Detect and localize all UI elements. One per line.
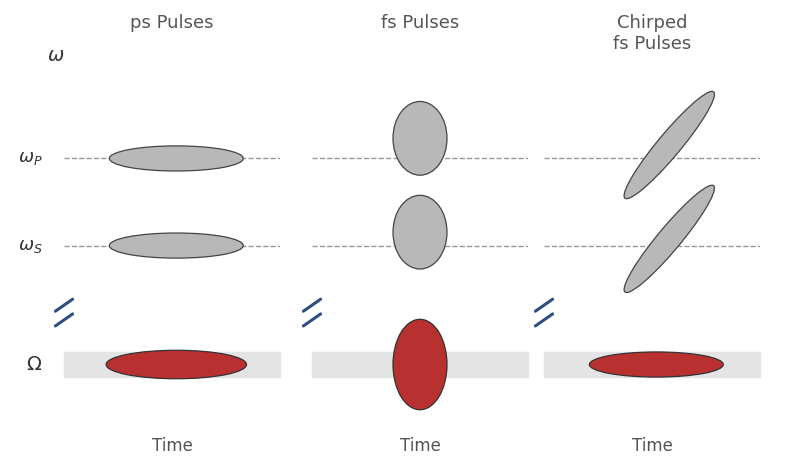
Ellipse shape [393, 101, 447, 175]
Text: ps Pulses: ps Pulses [130, 14, 214, 32]
Text: $\omega_P$: $\omega_P$ [18, 150, 42, 168]
Text: $\omega_S$: $\omega_S$ [18, 236, 42, 255]
Bar [64, 353, 280, 376]
Text: Time: Time [399, 437, 441, 454]
Ellipse shape [624, 91, 714, 199]
Text: fs Pulses: fs Pulses [381, 14, 459, 32]
Ellipse shape [624, 185, 714, 292]
Text: Chirped
fs Pulses: Chirped fs Pulses [613, 14, 691, 53]
Ellipse shape [393, 196, 447, 269]
Ellipse shape [106, 350, 246, 379]
Text: Time: Time [631, 437, 673, 454]
Bar [312, 353, 528, 376]
Ellipse shape [590, 352, 723, 377]
Ellipse shape [110, 233, 243, 258]
Ellipse shape [110, 146, 243, 171]
Ellipse shape [393, 319, 447, 410]
Bar [544, 353, 760, 376]
Text: Time: Time [151, 437, 193, 454]
Text: $\Omega$: $\Omega$ [26, 355, 42, 374]
Text: $\omega$: $\omega$ [46, 45, 64, 65]
